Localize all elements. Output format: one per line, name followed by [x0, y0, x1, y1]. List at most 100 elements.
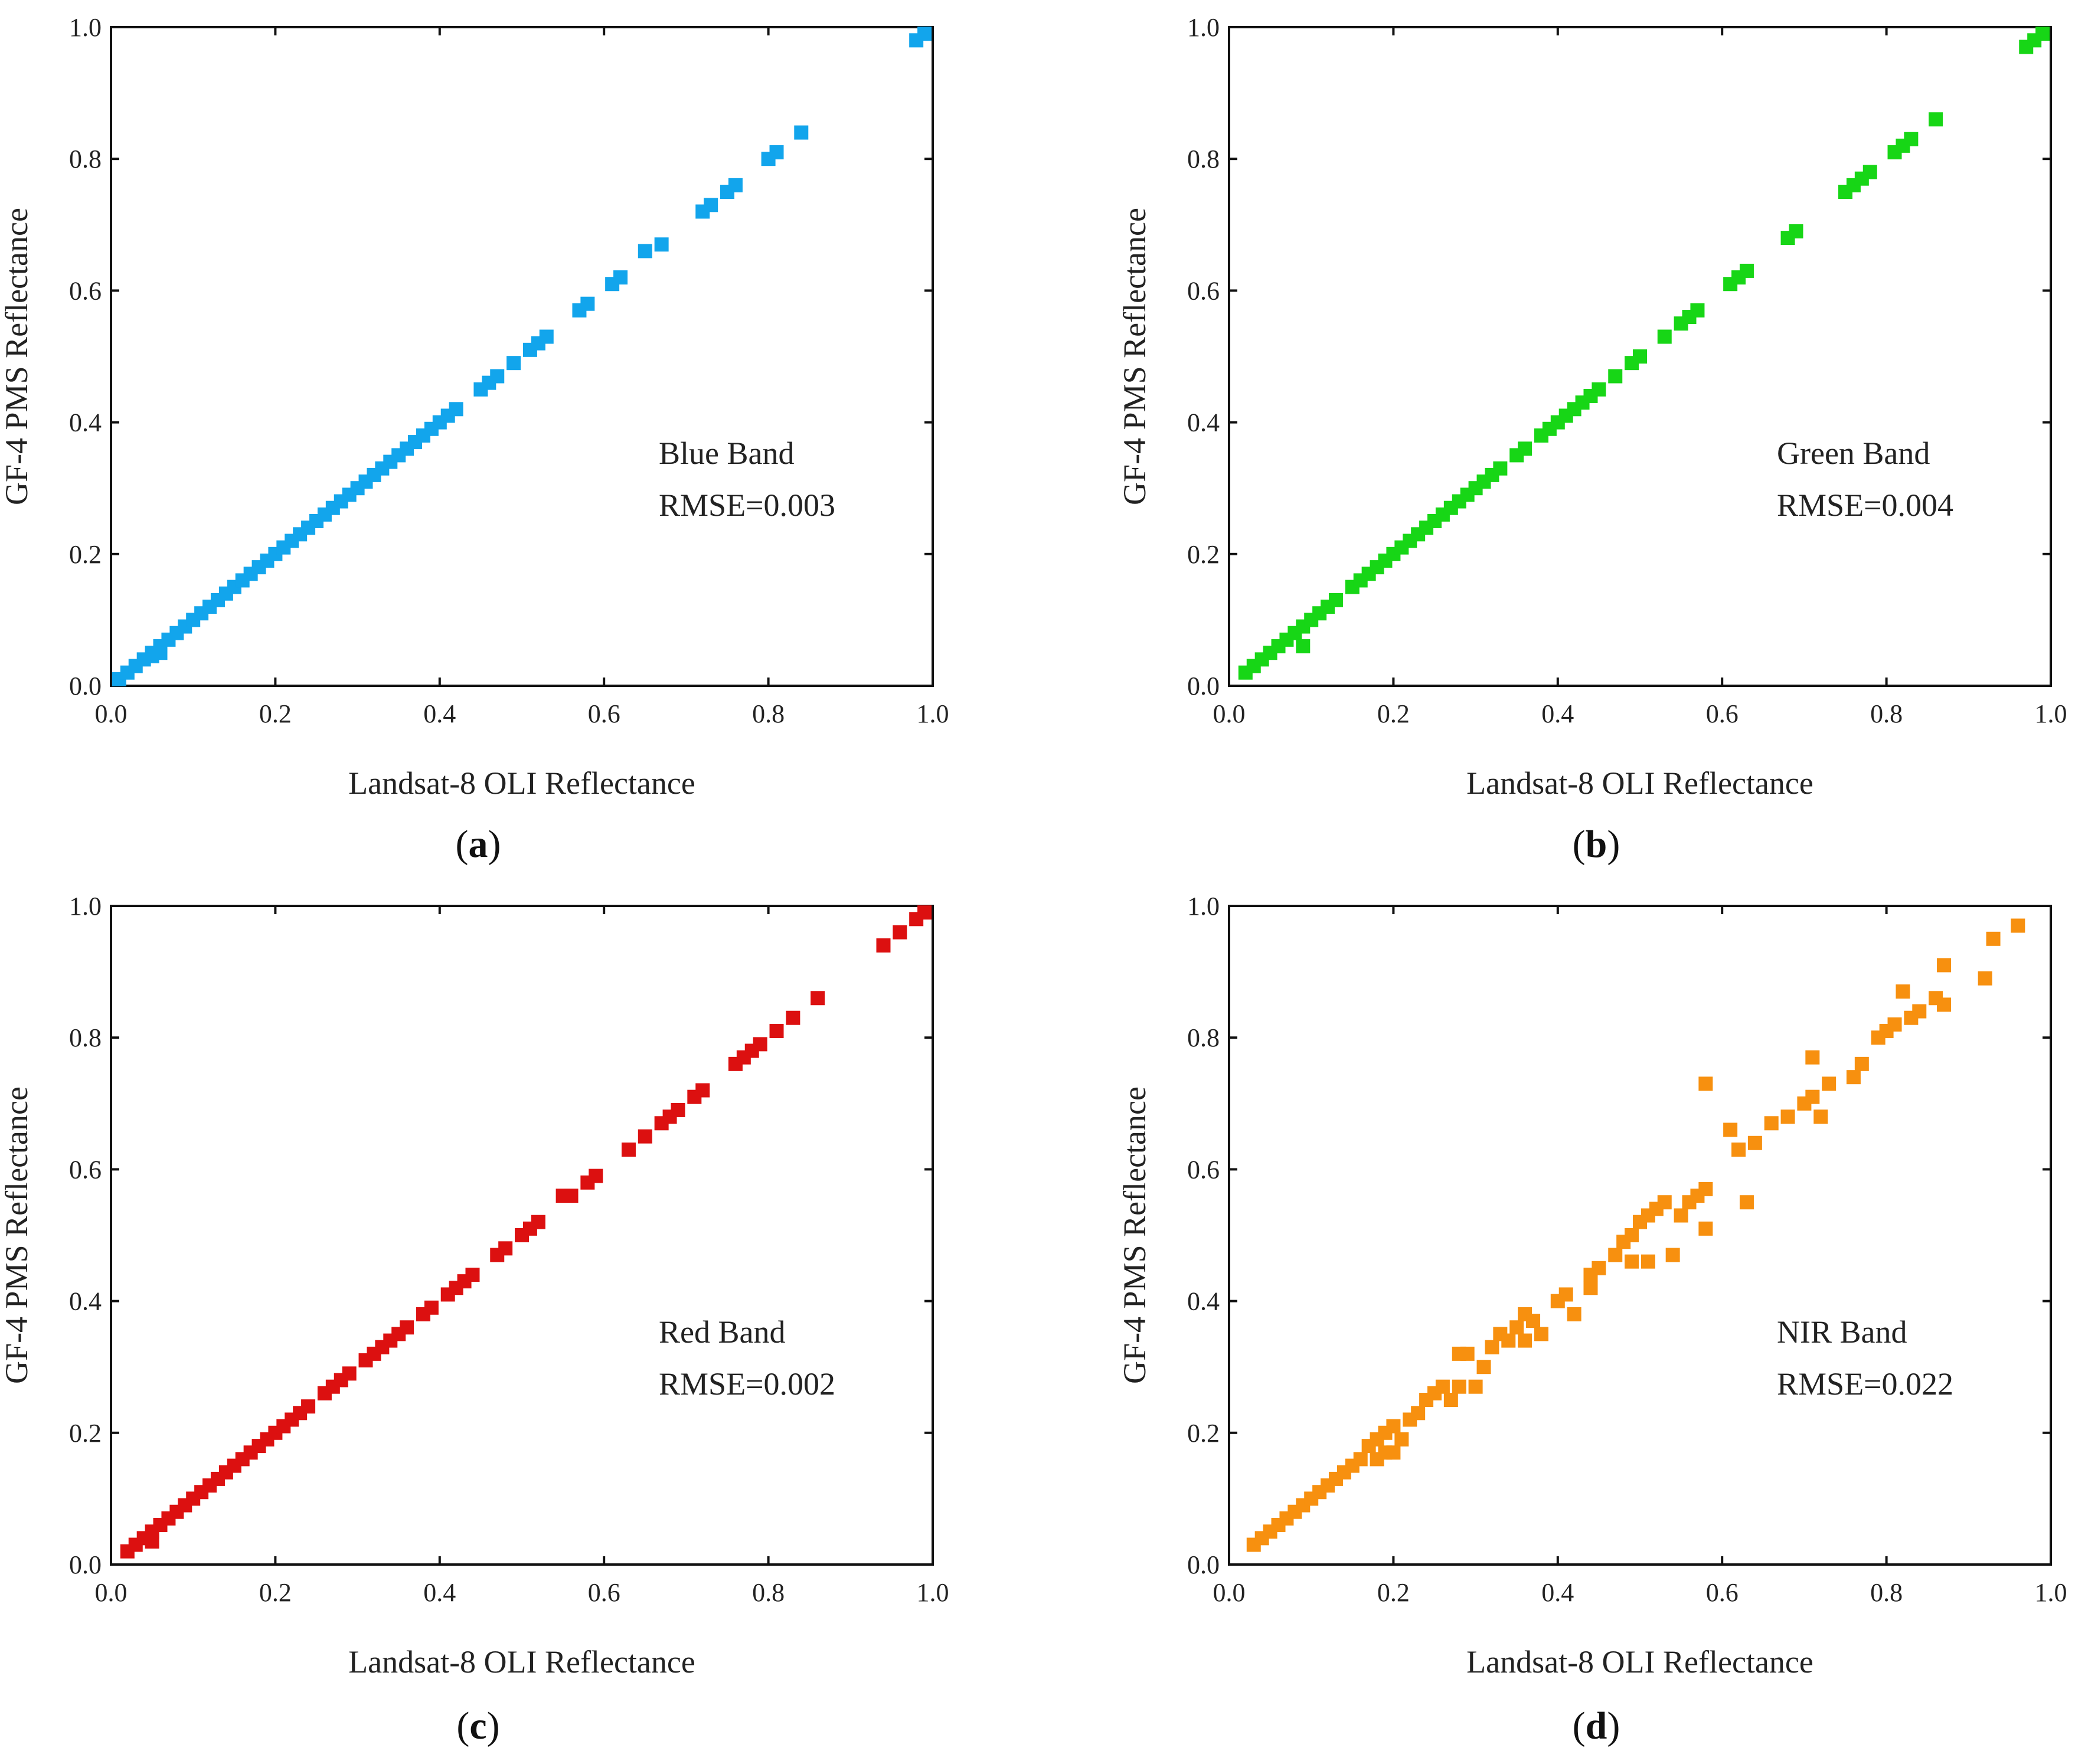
- y-tick-label: 0.6: [69, 276, 102, 305]
- panel-caption: (d): [1573, 1704, 1620, 1747]
- data-point: [1698, 1076, 1713, 1091]
- data-point: [1739, 1195, 1754, 1210]
- data-point: [301, 1399, 316, 1414]
- data-point: [1485, 1340, 1499, 1354]
- data-point: [564, 1189, 579, 1203]
- data-point: [893, 925, 907, 940]
- plot-frame: [1228, 26, 2052, 687]
- plot-frame: [110, 905, 934, 1566]
- x-tick-label: 0.8: [752, 699, 785, 728]
- data-point: [580, 296, 595, 311]
- panel-b: 0.0 0.2 0.4 0.6 0.8 1.0 0.0 0.2 0.4 0.6 0.8 1.0 Land…: [1117, 13, 2067, 866]
- x-tick-label: 0.4: [423, 699, 456, 728]
- data-point: [1805, 1089, 1820, 1104]
- data-point: [1896, 984, 1910, 999]
- data-point: [1518, 441, 1532, 456]
- x-tick-label: 0.2: [1377, 1578, 1410, 1607]
- rmse-label: RMSE=0.002: [659, 1366, 835, 1402]
- band-label: Blue Band: [659, 436, 794, 471]
- data-point: [1912, 1004, 1927, 1019]
- data-point: [1731, 1142, 1746, 1157]
- data-point: [1411, 1406, 1426, 1421]
- data-point: [465, 1267, 480, 1282]
- data-point: [1986, 931, 2001, 946]
- y-tick-label: 0.0: [1187, 672, 1220, 701]
- data-point: [728, 178, 743, 192]
- data-point: [917, 27, 932, 41]
- rmse-label: RMSE=0.004: [1777, 487, 1953, 523]
- data-point: [794, 125, 809, 140]
- data-point: [1854, 1056, 1869, 1071]
- data-point: [1780, 1110, 1795, 1124]
- caption-letter: a: [469, 823, 488, 866]
- data-point: [1764, 1116, 1779, 1131]
- data-point: [1723, 1122, 1738, 1137]
- x-tick-label: 1.0: [2035, 1578, 2067, 1607]
- data-point: [1978, 971, 1992, 986]
- rmse-label: RMSE=0.022: [1777, 1366, 1953, 1402]
- data-point: [1526, 1314, 1541, 1328]
- data-point: [1501, 1333, 1516, 1348]
- data-point: [1929, 112, 1943, 127]
- y-tick-label: 0.6: [1187, 1155, 1220, 1184]
- data-point: [400, 1320, 414, 1335]
- data-point: [490, 369, 505, 384]
- y-axis-title: GF-4 PMS Reflectance: [0, 208, 34, 505]
- x-tick-label: 0.2: [259, 699, 292, 728]
- data-point: [153, 646, 168, 660]
- y-tick-label: 0.8: [69, 1023, 102, 1052]
- data-point: [1625, 1254, 1639, 1269]
- caption-close: ): [1607, 823, 1620, 866]
- data-point: [1608, 369, 1623, 384]
- data-point: [1904, 132, 1919, 146]
- x-tick-label: 0.4: [1541, 1578, 1574, 1607]
- caption-letter: d: [1586, 1704, 1607, 1747]
- x-tick-label: 0.2: [259, 1578, 292, 1607]
- y-tick-label: 0.4: [69, 1287, 102, 1316]
- x-tick-label: 0.2: [1377, 699, 1410, 728]
- data-point: [1698, 1221, 1713, 1236]
- data-point: [1698, 1182, 1713, 1196]
- y-tick-label: 1.0: [69, 13, 102, 42]
- data-point: [424, 1300, 439, 1315]
- x-tick-label: 0.0: [95, 699, 128, 728]
- x-tick-label: 0.0: [1213, 699, 1246, 728]
- y-tick-label: 0.0: [1187, 1550, 1220, 1579]
- data-point: [1641, 1254, 1655, 1269]
- y-tick-label: 0.4: [1187, 1287, 1220, 1316]
- x-axis-title: Landsat-8 OLI Reflectance: [348, 1644, 695, 1680]
- y-tick-label: 0.0: [69, 672, 102, 701]
- data-point: [539, 329, 554, 344]
- x-tick-label: 0.0: [95, 1578, 128, 1607]
- x-tick-label: 0.4: [1541, 699, 1574, 728]
- y-tick-label: 1.0: [1187, 13, 1220, 42]
- x-tick-label: 1.0: [917, 1578, 949, 1607]
- panel-d: 0.0 0.2 0.4 0.6 0.8 1.0 0.0 0.2 0.4 0.6 0.8 1.0 Land…: [1117, 892, 2067, 1747]
- x-axis-title: Landsat-8 OLI Reflectance: [1466, 1644, 1813, 1680]
- caption-open: (: [1573, 823, 1586, 866]
- data-point: [1690, 303, 1705, 318]
- x-axis-title: Landsat-8 OLI Reflectance: [1466, 765, 1813, 801]
- data-point: [1468, 1379, 1483, 1394]
- data-point: [1296, 639, 1311, 654]
- data-point: [1657, 1195, 1672, 1210]
- y-tick-label: 0.4: [69, 408, 102, 437]
- x-tick-label: 0.6: [588, 1578, 620, 1607]
- data-point: [613, 270, 628, 285]
- data-point: [695, 1083, 710, 1098]
- data-point: [786, 1010, 800, 1025]
- data-point: [1633, 349, 1647, 364]
- data-point: [621, 1142, 636, 1157]
- data-point: [638, 244, 652, 258]
- caption-open: (: [1573, 1704, 1586, 1747]
- plot-frame: [1228, 905, 2052, 1566]
- data-point: [1739, 263, 1754, 278]
- data-point: [1608, 1248, 1623, 1262]
- data-point: [753, 1037, 767, 1052]
- rmse-label: RMSE=0.003: [659, 487, 835, 523]
- data-point: [1674, 1208, 1688, 1223]
- data-point: [769, 145, 784, 160]
- data-point: [2035, 27, 2050, 41]
- panel-caption: (c): [456, 1704, 499, 1747]
- data-point: [1862, 165, 1877, 179]
